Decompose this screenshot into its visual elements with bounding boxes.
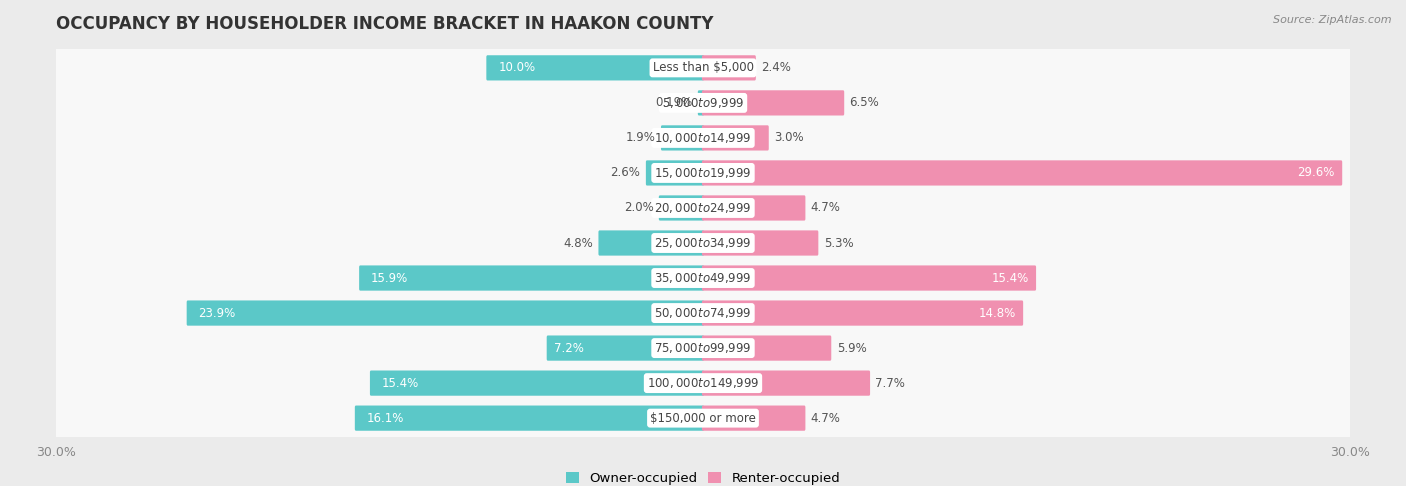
FancyBboxPatch shape bbox=[486, 55, 704, 81]
FancyBboxPatch shape bbox=[547, 335, 704, 361]
FancyBboxPatch shape bbox=[370, 370, 704, 396]
Text: 4.7%: 4.7% bbox=[811, 412, 841, 425]
FancyBboxPatch shape bbox=[702, 230, 818, 256]
FancyBboxPatch shape bbox=[702, 125, 769, 151]
Text: 14.8%: 14.8% bbox=[979, 307, 1015, 320]
Text: 2.0%: 2.0% bbox=[624, 202, 654, 214]
FancyBboxPatch shape bbox=[53, 47, 1353, 89]
Text: 5.9%: 5.9% bbox=[837, 342, 866, 355]
Text: 23.9%: 23.9% bbox=[198, 307, 236, 320]
FancyBboxPatch shape bbox=[53, 362, 1353, 404]
Text: OCCUPANCY BY HOUSEHOLDER INCOME BRACKET IN HAAKON COUNTY: OCCUPANCY BY HOUSEHOLDER INCOME BRACKET … bbox=[56, 15, 714, 33]
FancyBboxPatch shape bbox=[697, 90, 704, 116]
FancyBboxPatch shape bbox=[702, 300, 1024, 326]
FancyBboxPatch shape bbox=[53, 397, 1353, 439]
FancyBboxPatch shape bbox=[702, 370, 870, 396]
Text: 29.6%: 29.6% bbox=[1298, 166, 1334, 179]
FancyBboxPatch shape bbox=[702, 265, 1036, 291]
FancyBboxPatch shape bbox=[645, 160, 704, 186]
FancyBboxPatch shape bbox=[661, 125, 704, 151]
Text: 10.0%: 10.0% bbox=[498, 61, 536, 74]
Text: 4.7%: 4.7% bbox=[811, 202, 841, 214]
Legend: Owner-occupied, Renter-occupied: Owner-occupied, Renter-occupied bbox=[565, 472, 841, 485]
Text: 1.9%: 1.9% bbox=[626, 131, 655, 144]
FancyBboxPatch shape bbox=[53, 257, 1353, 299]
FancyBboxPatch shape bbox=[659, 195, 704, 221]
FancyBboxPatch shape bbox=[53, 187, 1353, 229]
FancyBboxPatch shape bbox=[359, 265, 704, 291]
Text: $10,000 to $14,999: $10,000 to $14,999 bbox=[654, 131, 752, 145]
FancyBboxPatch shape bbox=[53, 292, 1353, 334]
Text: 2.6%: 2.6% bbox=[610, 166, 641, 179]
Text: Less than $5,000: Less than $5,000 bbox=[652, 61, 754, 74]
FancyBboxPatch shape bbox=[53, 117, 1353, 159]
Text: 7.2%: 7.2% bbox=[554, 342, 583, 355]
Text: 15.9%: 15.9% bbox=[371, 272, 408, 284]
FancyBboxPatch shape bbox=[702, 405, 806, 431]
FancyBboxPatch shape bbox=[53, 152, 1353, 194]
Text: 7.7%: 7.7% bbox=[876, 377, 905, 390]
FancyBboxPatch shape bbox=[599, 230, 704, 256]
Text: 5.3%: 5.3% bbox=[824, 237, 853, 249]
Text: $75,000 to $99,999: $75,000 to $99,999 bbox=[654, 341, 752, 355]
FancyBboxPatch shape bbox=[702, 195, 806, 221]
Text: $50,000 to $74,999: $50,000 to $74,999 bbox=[654, 306, 752, 320]
FancyBboxPatch shape bbox=[53, 327, 1353, 369]
Text: Source: ZipAtlas.com: Source: ZipAtlas.com bbox=[1274, 15, 1392, 25]
Text: 4.8%: 4.8% bbox=[564, 237, 593, 249]
FancyBboxPatch shape bbox=[187, 300, 704, 326]
FancyBboxPatch shape bbox=[354, 405, 704, 431]
Text: $150,000 or more: $150,000 or more bbox=[650, 412, 756, 425]
Text: $15,000 to $19,999: $15,000 to $19,999 bbox=[654, 166, 752, 180]
Text: 15.4%: 15.4% bbox=[382, 377, 419, 390]
Text: $35,000 to $49,999: $35,000 to $49,999 bbox=[654, 271, 752, 285]
Text: 3.0%: 3.0% bbox=[775, 131, 804, 144]
Text: 2.4%: 2.4% bbox=[761, 61, 792, 74]
Text: $20,000 to $24,999: $20,000 to $24,999 bbox=[654, 201, 752, 215]
Text: 0.19%: 0.19% bbox=[655, 96, 692, 109]
FancyBboxPatch shape bbox=[702, 335, 831, 361]
Text: $25,000 to $34,999: $25,000 to $34,999 bbox=[654, 236, 752, 250]
Text: $100,000 to $149,999: $100,000 to $149,999 bbox=[647, 376, 759, 390]
Text: $5,000 to $9,999: $5,000 to $9,999 bbox=[662, 96, 744, 110]
FancyBboxPatch shape bbox=[702, 55, 756, 81]
Text: 16.1%: 16.1% bbox=[367, 412, 404, 425]
FancyBboxPatch shape bbox=[53, 222, 1353, 264]
Text: 15.4%: 15.4% bbox=[991, 272, 1029, 284]
FancyBboxPatch shape bbox=[53, 82, 1353, 124]
Text: 6.5%: 6.5% bbox=[849, 96, 879, 109]
FancyBboxPatch shape bbox=[702, 160, 1343, 186]
FancyBboxPatch shape bbox=[702, 90, 844, 116]
